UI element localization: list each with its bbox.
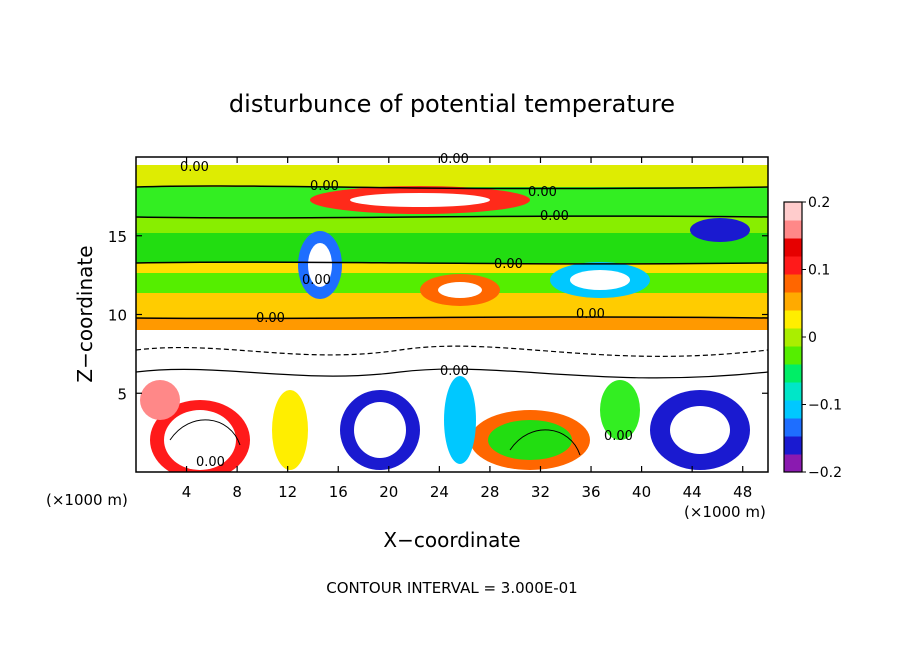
contour-line — [136, 368, 768, 379]
field-blob — [308, 243, 332, 287]
x-unit-label-right: (×1000 m) — [684, 503, 766, 521]
colorbar-segment — [784, 202, 802, 221]
field-band — [136, 217, 768, 233]
x-tick-label: 20 — [379, 483, 398, 501]
contour-line — [136, 215, 768, 219]
x-tick-label: 24 — [430, 483, 449, 501]
x-tick-label: 12 — [278, 483, 297, 501]
contour-line — [136, 261, 768, 265]
field-band — [136, 233, 768, 263]
field-blob — [350, 193, 490, 207]
contour-label: 0.00 — [310, 179, 339, 194]
contour-line — [136, 185, 768, 190]
y-tick-label: 5 — [117, 385, 127, 403]
contour-interval-note: CONTOUR INTERVAL = 3.000E-01 — [326, 579, 577, 597]
y-axis-label: Z−coordinate — [73, 245, 97, 382]
colorbar-tick-label: −0.2 — [808, 465, 842, 481]
x-tick-label: 16 — [329, 483, 348, 501]
field-band — [136, 263, 768, 273]
contour-label: 0.00 — [180, 160, 209, 175]
colorbar-segment — [784, 274, 802, 293]
contour-label: 0.00 — [302, 273, 331, 288]
colorbar — [783, 201, 803, 473]
contour-line — [169, 419, 241, 446]
field-blob — [690, 218, 750, 242]
colorbar-tick-label: 0.1 — [808, 263, 830, 279]
contour-labels: 0.00 0.00 0.00 0.00 0.00 0.00 0.00 0.00 … — [180, 152, 633, 470]
plot-area — [136, 157, 768, 472]
colorbar-tick-label: −0.1 — [808, 398, 842, 414]
field-blob — [570, 270, 630, 290]
colorbar-segment — [784, 454, 802, 473]
x-tick-label: 4 — [182, 483, 192, 501]
colorbar-ticks: 0.2 0.1 0 −0.1 −0.2 — [802, 195, 842, 481]
x-tick-label: 32 — [531, 483, 550, 501]
colorbar-segment — [784, 292, 802, 311]
colorbar-segment — [784, 382, 802, 401]
y-tick-label: 10 — [108, 307, 127, 325]
colorbar-tick-label: 0 — [808, 330, 817, 346]
x-tick-label: 8 — [232, 483, 242, 501]
x-tick-label: 36 — [581, 483, 600, 501]
colorbar-segment — [784, 418, 802, 437]
x-unit-label-left: (×1000 m) — [46, 491, 128, 509]
field-band — [136, 165, 768, 187]
x-tick-label: 28 — [480, 483, 499, 501]
colorbar-segment — [784, 400, 802, 419]
colorbar-segment — [784, 328, 802, 347]
x-tick-label: 44 — [683, 483, 702, 501]
field-band — [136, 330, 768, 390]
contour-line — [509, 429, 581, 456]
colorbar-segment — [784, 436, 802, 455]
contour-label: 0.00 — [576, 307, 605, 322]
x-axis-label: X−coordinate — [383, 528, 520, 552]
colorbar-segment — [784, 364, 802, 383]
contour-label: 0.00 — [528, 185, 557, 200]
contour-label: 0.00 — [494, 257, 523, 272]
x-axis: 4 8 12 16 20 24 28 32 36 40 44 48 — [182, 157, 752, 501]
field-blob — [354, 402, 406, 458]
contour-label: 0.00 — [440, 152, 469, 167]
contour-label: 0.00 — [440, 364, 469, 379]
field-blob — [444, 376, 476, 464]
field-blob — [164, 410, 236, 470]
field-blob — [272, 390, 308, 470]
contour-label: 0.00 — [540, 209, 569, 224]
contour-line — [136, 345, 768, 357]
y-axis: 5 10 15 — [108, 228, 768, 403]
colorbar-segment — [784, 220, 802, 239]
contour-label: 0.00 — [196, 455, 225, 470]
field-blob — [438, 282, 482, 298]
colorbar-segment — [784, 346, 802, 365]
x-tick-label: 40 — [632, 483, 651, 501]
field-band — [136, 157, 768, 165]
contour-line — [136, 316, 768, 320]
field-blob — [600, 380, 640, 440]
colorbar-segment — [784, 310, 802, 329]
y-tick-label: 15 — [108, 228, 127, 246]
field-band — [136, 318, 768, 330]
x-tick-label: 48 — [733, 483, 752, 501]
field-blob — [670, 406, 730, 454]
colorbar-segment — [784, 238, 802, 257]
colorbar-tick-label: 0.2 — [808, 195, 830, 211]
colorbar-segment — [784, 256, 802, 275]
field-blob — [488, 420, 572, 460]
contour-label: 0.00 — [256, 311, 285, 326]
contour-label: 0.00 — [604, 429, 633, 444]
field-blob — [140, 380, 180, 420]
chart-title: disturbunce of potential temperature — [229, 90, 675, 118]
